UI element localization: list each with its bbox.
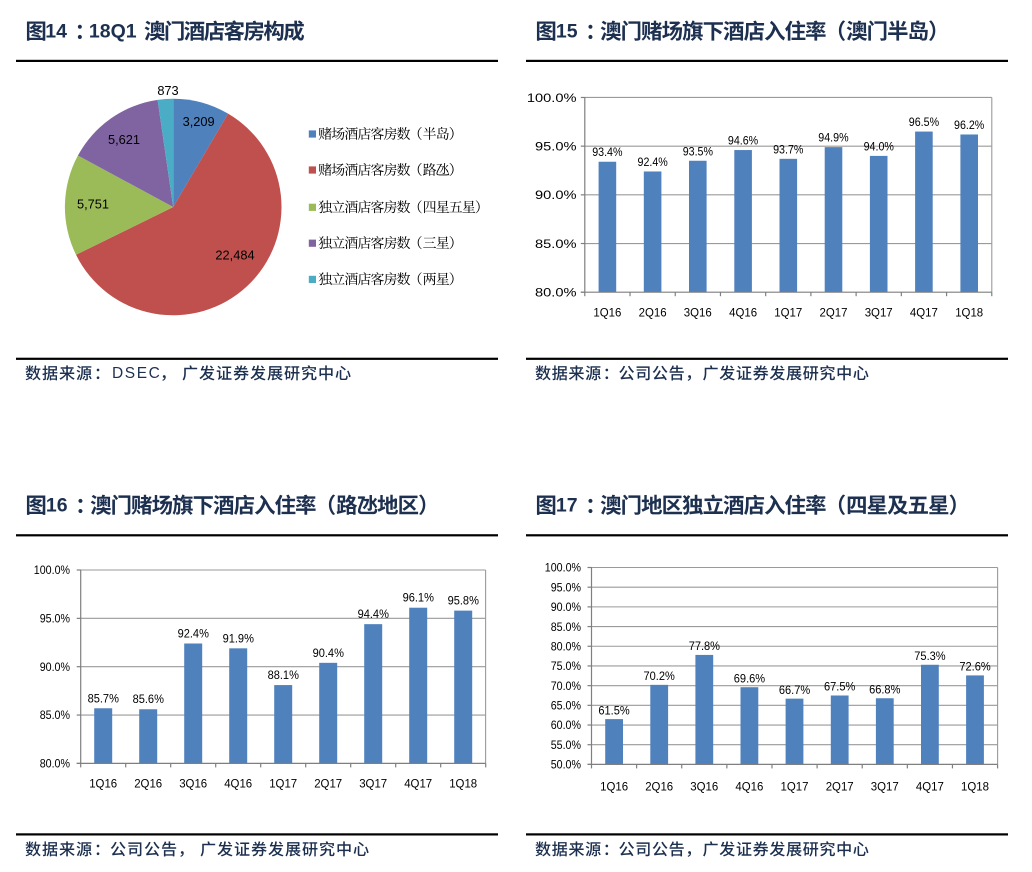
svg-text:80.0%: 80.0% xyxy=(535,286,577,300)
svg-text:66.8%: 66.8% xyxy=(869,682,900,696)
svg-text:18Q1: 18Q1 xyxy=(89,20,137,42)
svg-text:75.3%: 75.3% xyxy=(914,649,945,663)
svg-text:92.4%: 92.4% xyxy=(178,627,209,641)
svg-text:1Q18: 1Q18 xyxy=(449,777,477,791)
svg-text:3,209: 3,209 xyxy=(183,114,215,129)
svg-text:96.1%: 96.1% xyxy=(403,591,434,605)
svg-text:2Q17: 2Q17 xyxy=(820,306,848,320)
svg-text:4Q17: 4Q17 xyxy=(404,777,432,791)
svg-text:4Q17: 4Q17 xyxy=(916,780,944,794)
svg-text:2Q16: 2Q16 xyxy=(134,777,162,791)
svg-text:873: 873 xyxy=(157,83,178,98)
svg-text:100.0%: 100.0% xyxy=(34,563,70,577)
svg-text:94.4%: 94.4% xyxy=(358,607,389,621)
svg-text:15: 15 xyxy=(556,20,578,42)
svg-text:93.4%: 93.4% xyxy=(592,145,622,159)
svg-text:85.0%: 85.0% xyxy=(535,237,577,251)
svg-text:80.0%: 80.0% xyxy=(40,757,71,771)
svg-text:69.6%: 69.6% xyxy=(734,671,765,685)
svg-text:2Q16: 2Q16 xyxy=(639,306,667,320)
svg-text:95.0%: 95.0% xyxy=(535,140,577,154)
svg-text:70.0%: 70.0% xyxy=(551,679,582,693)
svg-text:2Q16: 2Q16 xyxy=(645,780,673,794)
svg-text:77.8%: 77.8% xyxy=(689,639,720,653)
svg-text:96.5%: 96.5% xyxy=(909,115,939,129)
svg-text:4Q16: 4Q16 xyxy=(729,306,757,320)
svg-text:95.0%: 95.0% xyxy=(40,612,71,626)
svg-text:3Q17: 3Q17 xyxy=(871,780,899,794)
svg-text:90.0%: 90.0% xyxy=(551,600,582,614)
svg-text:93.7%: 93.7% xyxy=(773,142,803,156)
svg-text:3Q16: 3Q16 xyxy=(690,780,718,794)
svg-text:94.6%: 94.6% xyxy=(728,134,758,148)
svg-text:55.0%: 55.0% xyxy=(551,738,582,752)
svg-text:3Q17: 3Q17 xyxy=(865,306,893,320)
svg-text:85.7%: 85.7% xyxy=(88,691,119,705)
svg-text:93.5%: 93.5% xyxy=(683,144,713,158)
svg-text:85.6%: 85.6% xyxy=(133,692,164,706)
svg-text:50.0%: 50.0% xyxy=(551,758,582,772)
svg-text:88.1%: 88.1% xyxy=(268,668,299,682)
svg-text:17: 17 xyxy=(556,494,578,516)
svg-text:1Q16: 1Q16 xyxy=(593,306,621,320)
svg-text:95.8%: 95.8% xyxy=(448,594,479,608)
svg-text:85.0%: 85.0% xyxy=(40,708,71,722)
svg-text:94.9%: 94.9% xyxy=(818,131,848,145)
svg-text:90.4%: 90.4% xyxy=(313,646,344,660)
svg-text:1Q18: 1Q18 xyxy=(955,306,983,320)
svg-text:80.0%: 80.0% xyxy=(551,640,582,654)
svg-text:70.2%: 70.2% xyxy=(644,669,675,683)
svg-text:14: 14 xyxy=(45,20,67,42)
svg-text:1Q16: 1Q16 xyxy=(89,777,117,791)
svg-text:2Q17: 2Q17 xyxy=(826,780,854,794)
svg-text:4Q16: 4Q16 xyxy=(735,780,763,794)
svg-text:72.6%: 72.6% xyxy=(959,660,990,674)
svg-text:61.5%: 61.5% xyxy=(598,703,629,717)
svg-text:65.0%: 65.0% xyxy=(551,699,582,713)
svg-text:2Q17: 2Q17 xyxy=(314,777,342,791)
svg-text:96.2%: 96.2% xyxy=(954,118,984,132)
svg-text:5,621: 5,621 xyxy=(108,132,140,147)
svg-text:22,484: 22,484 xyxy=(215,248,254,263)
svg-text:1Q17: 1Q17 xyxy=(269,777,297,791)
svg-text:5,751: 5,751 xyxy=(77,197,109,212)
svg-text:95.0%: 95.0% xyxy=(551,580,582,594)
svg-text:100.0%: 100.0% xyxy=(545,561,581,575)
svg-text:3Q16: 3Q16 xyxy=(179,777,207,791)
svg-text:94.0%: 94.0% xyxy=(864,139,894,153)
svg-text:60.0%: 60.0% xyxy=(551,718,582,732)
svg-text:1Q17: 1Q17 xyxy=(774,306,802,320)
svg-text:3Q17: 3Q17 xyxy=(359,777,387,791)
svg-text:16: 16 xyxy=(46,494,68,516)
svg-text:90.0%: 90.0% xyxy=(535,188,577,202)
svg-text:1Q18: 1Q18 xyxy=(961,780,989,794)
svg-text:1Q17: 1Q17 xyxy=(781,780,809,794)
svg-text:1Q16: 1Q16 xyxy=(600,780,628,794)
svg-text:92.4%: 92.4% xyxy=(638,155,668,169)
svg-text:100.0%: 100.0% xyxy=(527,91,577,105)
svg-text:66.7%: 66.7% xyxy=(779,683,810,697)
svg-text:3Q16: 3Q16 xyxy=(684,306,712,320)
svg-text:85.0%: 85.0% xyxy=(551,620,582,634)
svg-text:91.9%: 91.9% xyxy=(223,631,254,645)
svg-text:67.5%: 67.5% xyxy=(824,680,855,694)
svg-text:75.0%: 75.0% xyxy=(551,659,582,673)
svg-text:90.0%: 90.0% xyxy=(40,660,71,674)
svg-text:4Q17: 4Q17 xyxy=(910,306,938,320)
svg-text:4Q16: 4Q16 xyxy=(224,777,252,791)
svg-text:DSEC: DSEC xyxy=(112,365,161,382)
